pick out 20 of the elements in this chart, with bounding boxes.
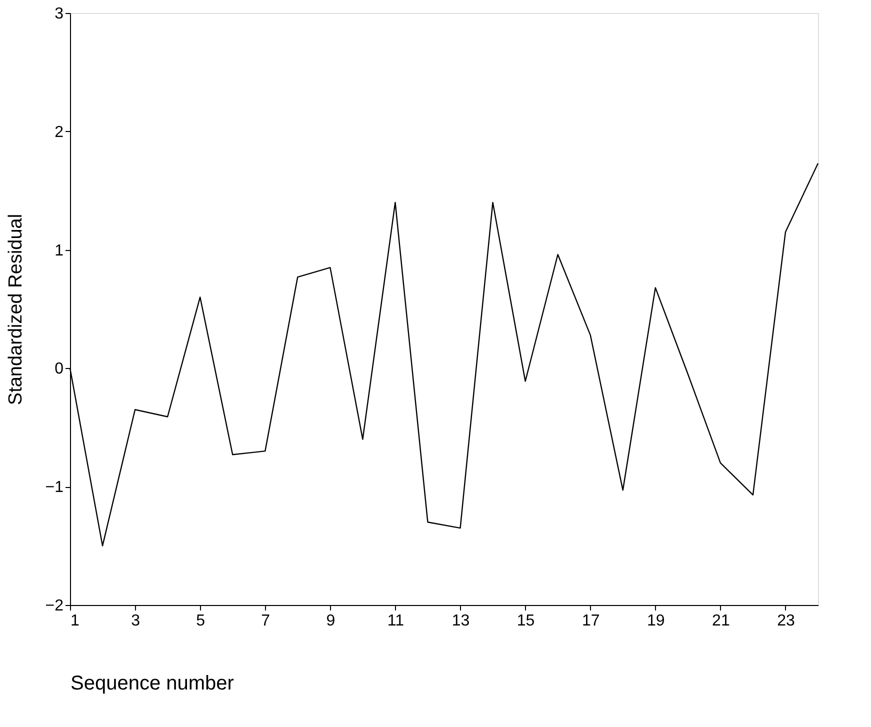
x-tick-label: 3 — [131, 612, 140, 630]
x-tick-label: 9 — [326, 612, 336, 630]
y-tick-label: 3 — [54, 6, 64, 22]
x-tick-label: 21 — [712, 612, 730, 630]
x-tick-label: 5 — [196, 612, 206, 630]
x-tick-label: 1 — [70, 612, 80, 630]
y-tick-label: 0 — [54, 360, 64, 378]
x-axis-title: Sequence number — [70, 672, 234, 694]
x-tick-label: 23 — [777, 612, 795, 630]
x-tick-label: 19 — [646, 612, 665, 630]
x-tick-label: 11 — [387, 612, 404, 630]
y-tick-label: 2 — [54, 124, 64, 141]
x-tick-label: 17 — [582, 612, 600, 630]
y-axis-title: Standardized Residual — [5, 214, 26, 406]
x-tick-label: 15 — [516, 612, 535, 630]
y-tick-label: 1 — [54, 242, 64, 260]
y-tick-label: −2 — [45, 598, 64, 614]
y-tick-label: −1 — [45, 479, 64, 496]
x-tick-label: 7 — [261, 612, 270, 630]
x-tick-label: 13 — [452, 612, 470, 630]
